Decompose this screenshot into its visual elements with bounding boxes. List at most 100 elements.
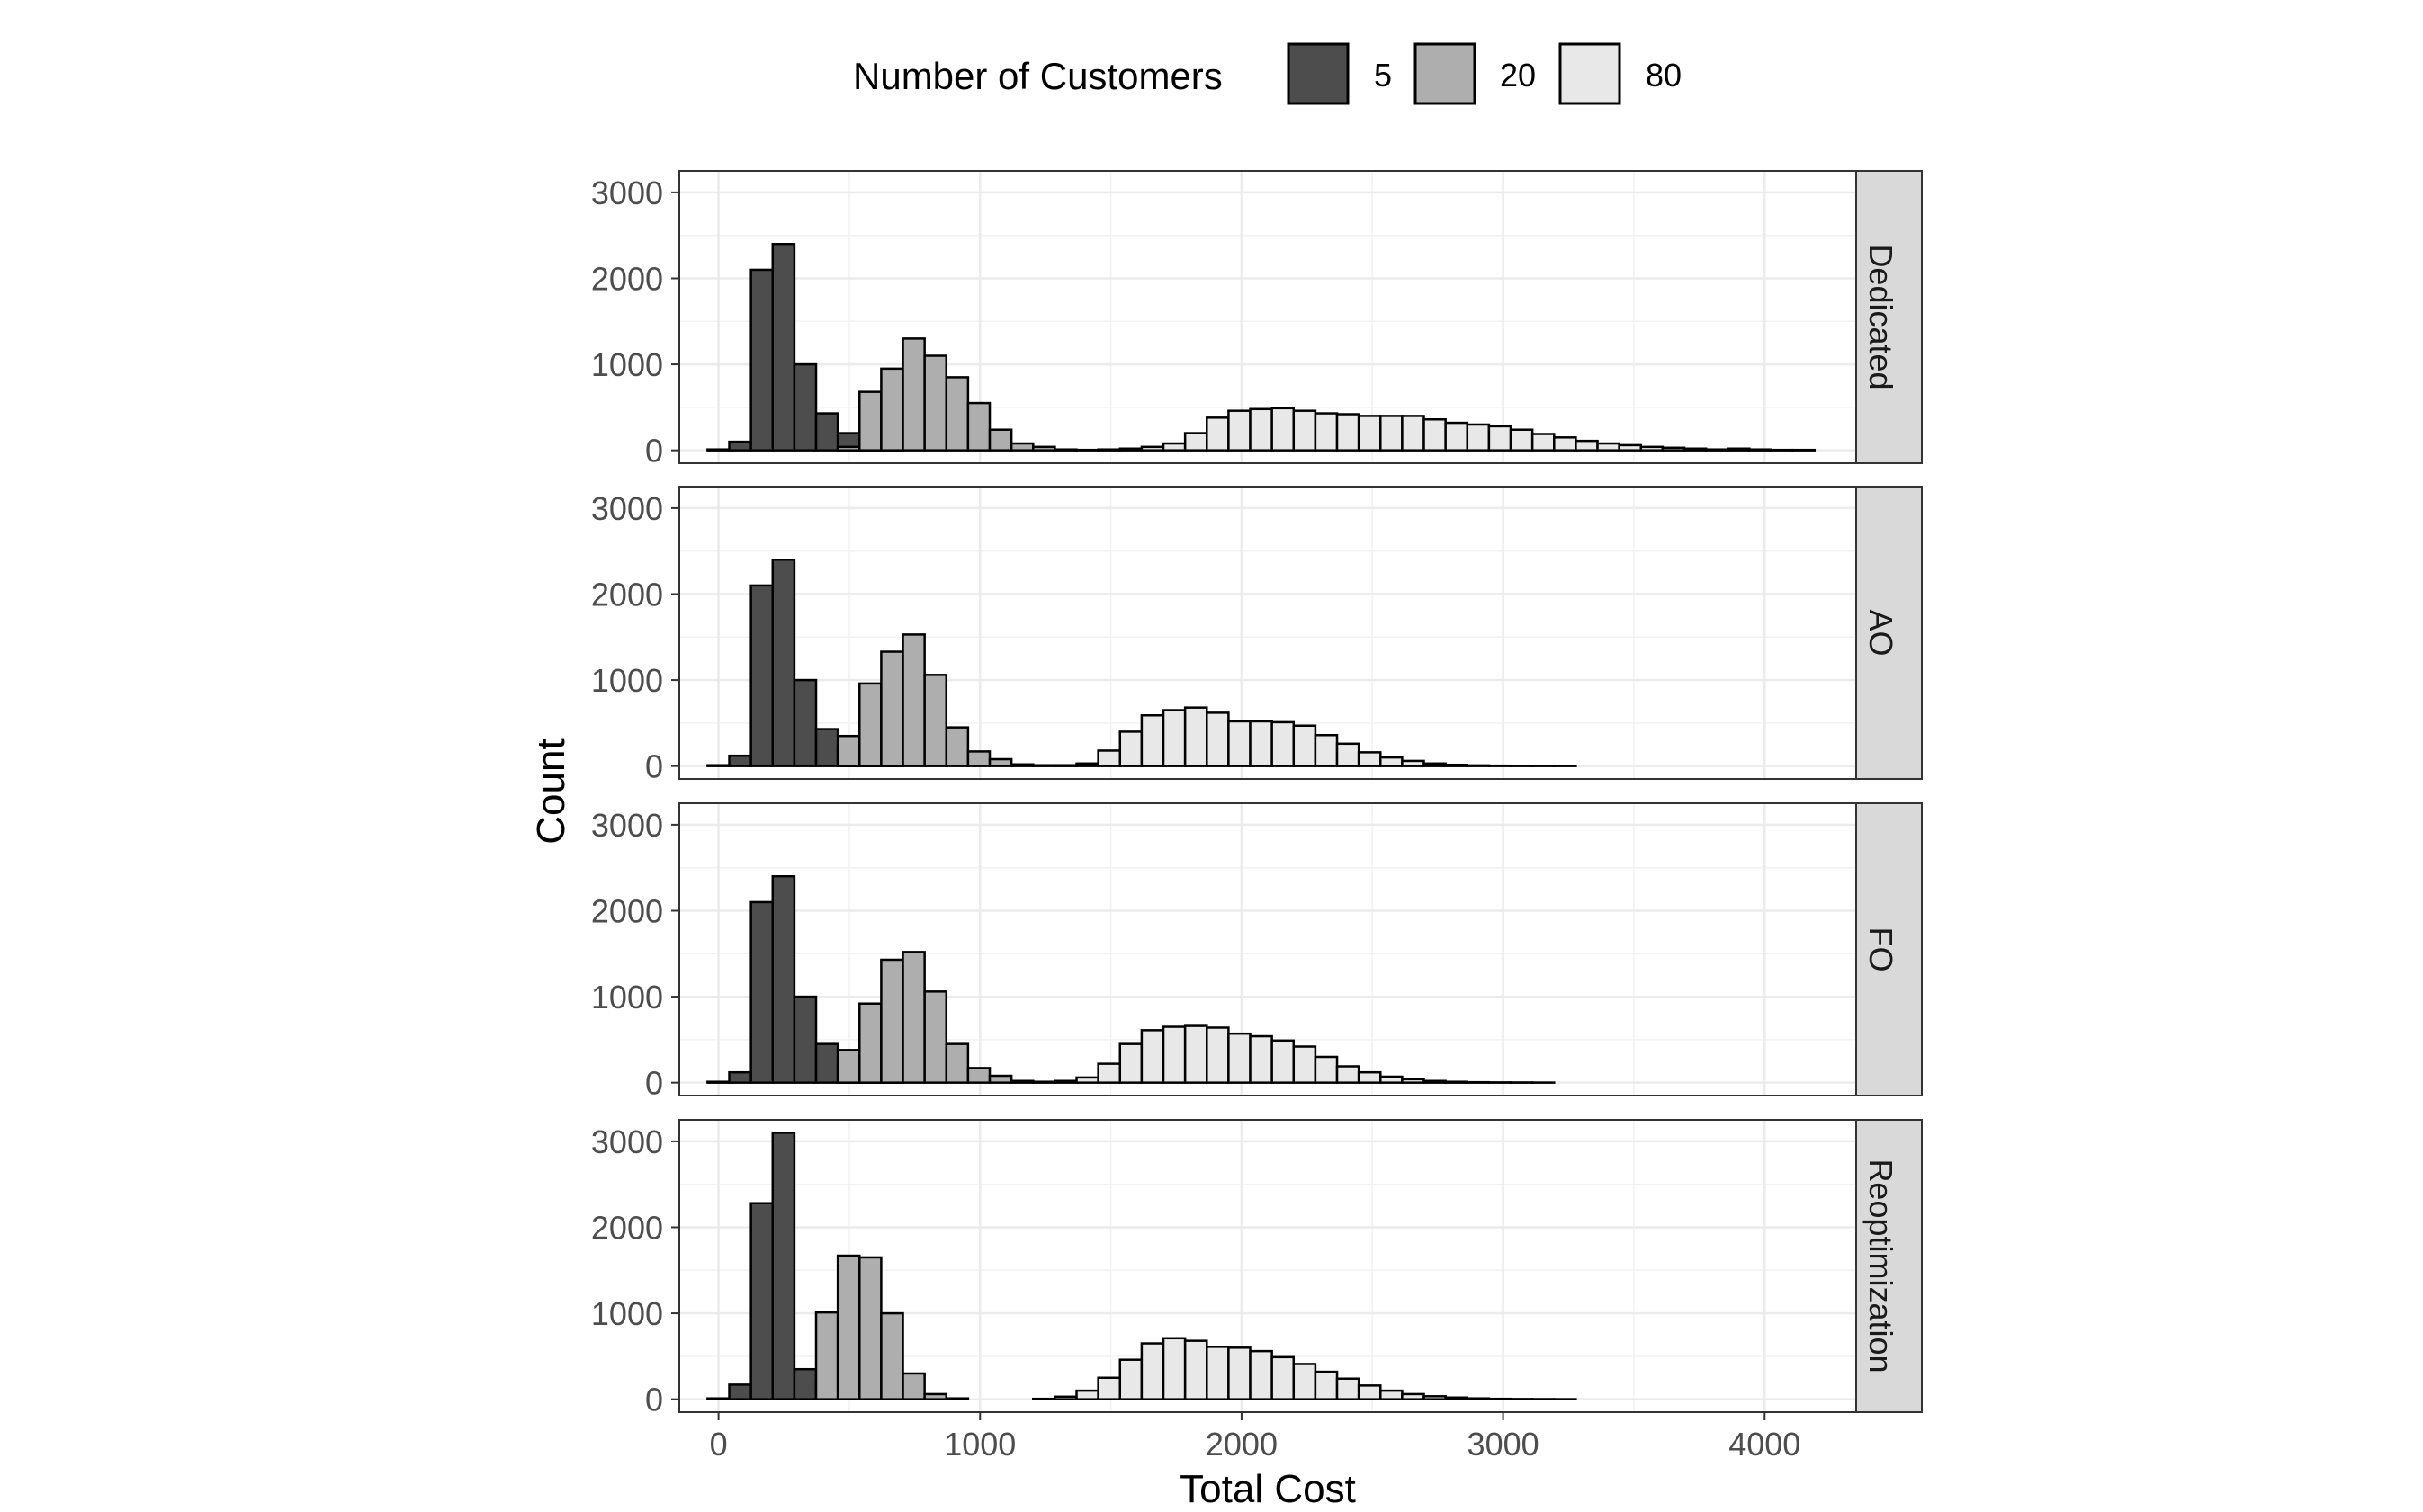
histogram-bar [1270, 1355, 1296, 1400]
histogram-bar [1444, 1396, 1469, 1400]
y-tick-label: 1000 [591, 979, 663, 1015]
histogram-bar [1097, 749, 1122, 767]
histogram-bar [1010, 1079, 1035, 1084]
histogram-bar [1466, 423, 1491, 452]
histogram-bar [988, 1074, 1013, 1084]
series-80 [1032, 1337, 1577, 1400]
x-tick-label: 2000 [1206, 1426, 1278, 1463]
histogram-bar [1206, 711, 1230, 767]
histogram-bar [1379, 1389, 1404, 1400]
histogram-bar [923, 990, 948, 1084]
y-tick-label: 2000 [591, 576, 663, 613]
histogram-bar [1270, 1039, 1296, 1084]
histogram-bar [793, 995, 818, 1084]
y-tick-label: 2000 [591, 260, 663, 297]
histogram-bar [728, 1383, 752, 1400]
histogram-bar [1118, 1358, 1144, 1400]
y-tick-label: 3000 [591, 1123, 663, 1160]
histogram-bar [902, 1372, 926, 1400]
histogram-bar [1227, 1346, 1252, 1400]
histogram-bar [1292, 1045, 1317, 1084]
histogram-bar [1292, 409, 1317, 452]
histogram-bar [1206, 416, 1230, 452]
histogram-bar [1335, 742, 1360, 767]
histogram-bar [1162, 709, 1187, 767]
histogram-bar [945, 1397, 970, 1400]
histogram-bar [1032, 764, 1056, 767]
series-20 [836, 951, 1056, 1084]
histogram-bar [706, 448, 731, 452]
y-tick-label: 3000 [591, 807, 663, 844]
histogram-bar [1683, 447, 1708, 452]
facet-strip-label: FO [1862, 927, 1899, 972]
histogram-bar [706, 1080, 731, 1084]
facet-panel-ao: AO 0 1000 2000 3000 [591, 486, 1923, 785]
histogram-bar [1227, 1032, 1252, 1084]
histogram-bar [858, 682, 883, 767]
histogram-bar [1335, 1377, 1360, 1400]
facet-strip-label: Dedicated [1862, 244, 1899, 389]
legend-label-20: 20 [1500, 57, 1536, 94]
histogram-bar [1249, 407, 1273, 452]
histogram-bar [836, 734, 861, 767]
histogram-bar [771, 1132, 796, 1400]
y-tick-label: 2000 [591, 1209, 663, 1246]
histogram-bar [1249, 1349, 1273, 1400]
histogram-bar [1054, 448, 1078, 452]
histogram-bar [793, 362, 818, 452]
histogram-bar [1183, 1024, 1208, 1084]
histogram-bar [706, 1397, 731, 1400]
x-tick-label: 3000 [1467, 1426, 1539, 1463]
y-tick-label: 2000 [591, 892, 663, 929]
histogram-bar [771, 875, 796, 1084]
histogram-bar [858, 1256, 883, 1400]
y-tick-label: 0 [645, 1065, 663, 1102]
histogram-bar [1075, 762, 1099, 767]
series-20 [814, 1254, 970, 1400]
histogram-bar [1314, 1055, 1339, 1084]
legend-key-5 [1287, 42, 1350, 105]
histogram-bar [1054, 1395, 1078, 1400]
histogram-bar [1292, 1363, 1317, 1400]
histogram-bar [858, 390, 883, 452]
histogram-bar [1661, 446, 1686, 452]
series-5 [706, 1132, 904, 1400]
histogram-bar [749, 584, 775, 767]
histogram-bar [966, 1067, 992, 1084]
histogram-bar [1118, 447, 1144, 452]
histogram-bar [923, 674, 948, 767]
legend-key-20 [1413, 42, 1476, 105]
histogram-bar [902, 951, 926, 1084]
histogram-bar [836, 1254, 861, 1400]
histogram-bar [814, 412, 839, 452]
histogram-bar [858, 1002, 883, 1084]
y-tick-label: 1000 [591, 346, 663, 383]
legend-label-80: 80 [1646, 57, 1682, 94]
series-80 [1054, 1024, 1556, 1084]
histogram-bar [1509, 428, 1534, 452]
histogram-bar [1054, 764, 1078, 767]
facet-panel-reoptimization: Reoptimization 0 1000 2000 3000 [591, 1119, 1923, 1418]
histogram-bar [1227, 720, 1252, 767]
histogram-bar [1118, 1042, 1144, 1084]
histogram-bar [1704, 448, 1729, 452]
histogram-bar [1487, 425, 1512, 452]
histogram-bar [1575, 439, 1599, 452]
histogram-bar [1335, 1065, 1360, 1084]
histogram-bar [966, 401, 992, 452]
histogram-bar [880, 958, 904, 1084]
legend-title: Number of Customers [853, 55, 1223, 97]
histogram-bar [1032, 445, 1056, 452]
histogram-bar [1748, 448, 1772, 452]
histogram-bar [1314, 1370, 1339, 1400]
histogram-bar [1075, 1076, 1099, 1084]
histogram-bar [1227, 409, 1252, 452]
histogram-bar [771, 243, 796, 452]
histogram-bar [1162, 442, 1187, 452]
y-tick-label: 0 [645, 433, 663, 470]
histogram-bar [1553, 436, 1577, 452]
histogram-bar [814, 1042, 839, 1084]
histogram-bar [1118, 730, 1144, 767]
histogram-bar [1357, 1384, 1382, 1400]
histogram-bar [1270, 720, 1296, 767]
